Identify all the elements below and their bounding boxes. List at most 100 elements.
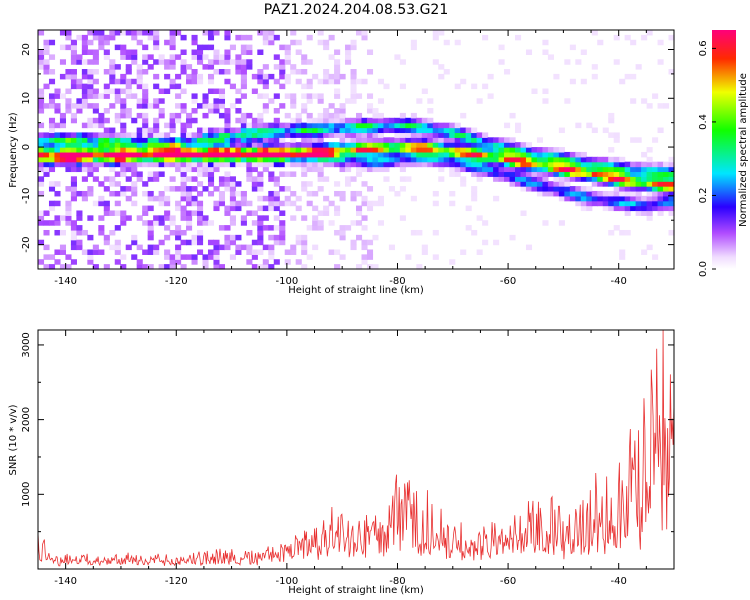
spectrogram-cell — [213, 259, 220, 265]
spectrogram-cell — [317, 171, 324, 177]
spectrogram-cell — [345, 127, 352, 134]
spectrogram-cell — [262, 103, 269, 109]
spectrogram-cell — [630, 205, 637, 212]
spectrogram-cell — [328, 142, 335, 148]
spectrogram-cell — [136, 64, 143, 70]
spectrogram-cell — [350, 39, 357, 46]
spectrogram-cell — [38, 64, 45, 70]
spectrogram-cell — [180, 264, 187, 270]
spectrogram-cell — [262, 166, 269, 173]
spectrogram-cell — [120, 210, 127, 216]
spectrogram-cell — [421, 161, 428, 168]
spectrogram-cell — [43, 142, 50, 148]
spectrogram-cell — [175, 249, 182, 255]
spectrogram-cell — [542, 98, 549, 104]
spectrogram-cell — [136, 264, 143, 270]
spectrogram-cell — [59, 142, 67, 148]
spectrogram-cell — [493, 239, 500, 246]
spectrogram-cell — [48, 181, 56, 187]
spectrogram-cell — [109, 137, 116, 143]
spectrogram-cell — [284, 59, 291, 65]
spectrogram-cell — [279, 64, 286, 70]
spectrogram-cell — [317, 156, 324, 163]
spectrogram-cell — [136, 132, 143, 138]
spectrogram-cell — [575, 156, 582, 163]
spectrogram-cell — [70, 220, 77, 226]
spectrogram-cell — [262, 156, 269, 163]
spectrogram-cell — [186, 137, 193, 143]
spectrogram-cell — [224, 54, 231, 60]
spectrogram-cell — [323, 205, 330, 212]
spectrogram-cell — [136, 112, 143, 119]
spectrogram-cell — [515, 127, 522, 134]
spectrogram-cell — [131, 186, 138, 192]
spectrogram-cell — [372, 264, 379, 270]
spectrogram-cell — [624, 210, 631, 216]
spectrogram-cell — [38, 259, 45, 265]
spectrogram-cell — [114, 64, 121, 70]
spectrogram-cell — [273, 239, 280, 246]
spectrogram-cell — [257, 229, 264, 236]
spectrogram-cell — [48, 147, 56, 153]
spectrogram-cell — [652, 254, 659, 260]
spectrogram-cell — [48, 220, 56, 226]
spectrogram-cell — [164, 254, 171, 260]
spectrogram-cell — [356, 171, 363, 177]
spectrogram-cell — [109, 88, 116, 95]
spectrogram-cell — [454, 122, 461, 129]
spectrogram-cell — [224, 132, 231, 138]
spectrogram-cell — [268, 225, 275, 231]
spectrogram-cell — [301, 244, 308, 251]
spectrogram-cell — [504, 69, 511, 75]
spectrogram-cell — [92, 30, 99, 36]
spectrogram-cell — [553, 171, 560, 177]
spectrogram-cell — [92, 151, 99, 158]
spectrogram-cell — [136, 171, 143, 177]
spectrogram-cell — [164, 137, 171, 143]
spectrogram-cell — [399, 127, 406, 134]
spectrogram-cell — [586, 200, 593, 207]
spectrogram-cell — [235, 249, 242, 255]
spectrogram-cell — [471, 166, 478, 173]
spectrogram-cell — [350, 147, 357, 153]
spectrogram-cell — [339, 156, 346, 163]
spectrogram-cell — [388, 127, 395, 134]
spectrogram-cell — [175, 147, 182, 153]
spectrogram-cell — [366, 108, 374, 114]
spectrogram-cell — [345, 142, 352, 148]
spectrogram-cell — [525, 166, 533, 173]
spectrogram-cell — [427, 98, 434, 104]
spectrogram-cell — [443, 122, 450, 129]
spectrogram-cell — [356, 205, 363, 212]
spectrogram-cell — [273, 132, 280, 138]
spectrogram-cell — [38, 215, 45, 221]
spectrogram-cell — [564, 161, 571, 168]
spectrogram-cell — [202, 156, 209, 163]
spectrogram-cell — [542, 88, 549, 95]
spectrogram-cell — [569, 190, 576, 197]
spectrogram-cell — [251, 151, 258, 158]
spectrogram-cell — [273, 234, 280, 241]
spectrogram-cell — [641, 171, 648, 177]
spectrogram-cell — [295, 142, 302, 148]
spectrogram-cell — [564, 181, 571, 187]
spectrogram-cell — [591, 161, 598, 168]
spectrogram-cell — [421, 132, 428, 138]
spectrogram-cell — [207, 239, 215, 246]
spectrogram-cell — [120, 127, 127, 134]
spectrogram-cell — [147, 64, 154, 70]
spectrogram-cell — [328, 127, 335, 134]
spectrogram-cell — [542, 186, 549, 192]
spectrogram-cell — [207, 171, 215, 177]
spectrogram-cell — [372, 122, 379, 129]
spectrogram-cell — [76, 103, 83, 109]
spectrogram-cell — [564, 190, 571, 197]
spectrogram-cell — [646, 181, 653, 187]
spectrogram-cell — [339, 147, 346, 153]
spectrogram-cell — [449, 161, 456, 168]
spectrogram-cell — [657, 171, 664, 177]
spectrogram-cell — [125, 30, 132, 36]
spectrogram-cell — [301, 264, 308, 270]
spectrogram-cell — [65, 44, 72, 51]
spectrogram-cell — [449, 132, 456, 138]
